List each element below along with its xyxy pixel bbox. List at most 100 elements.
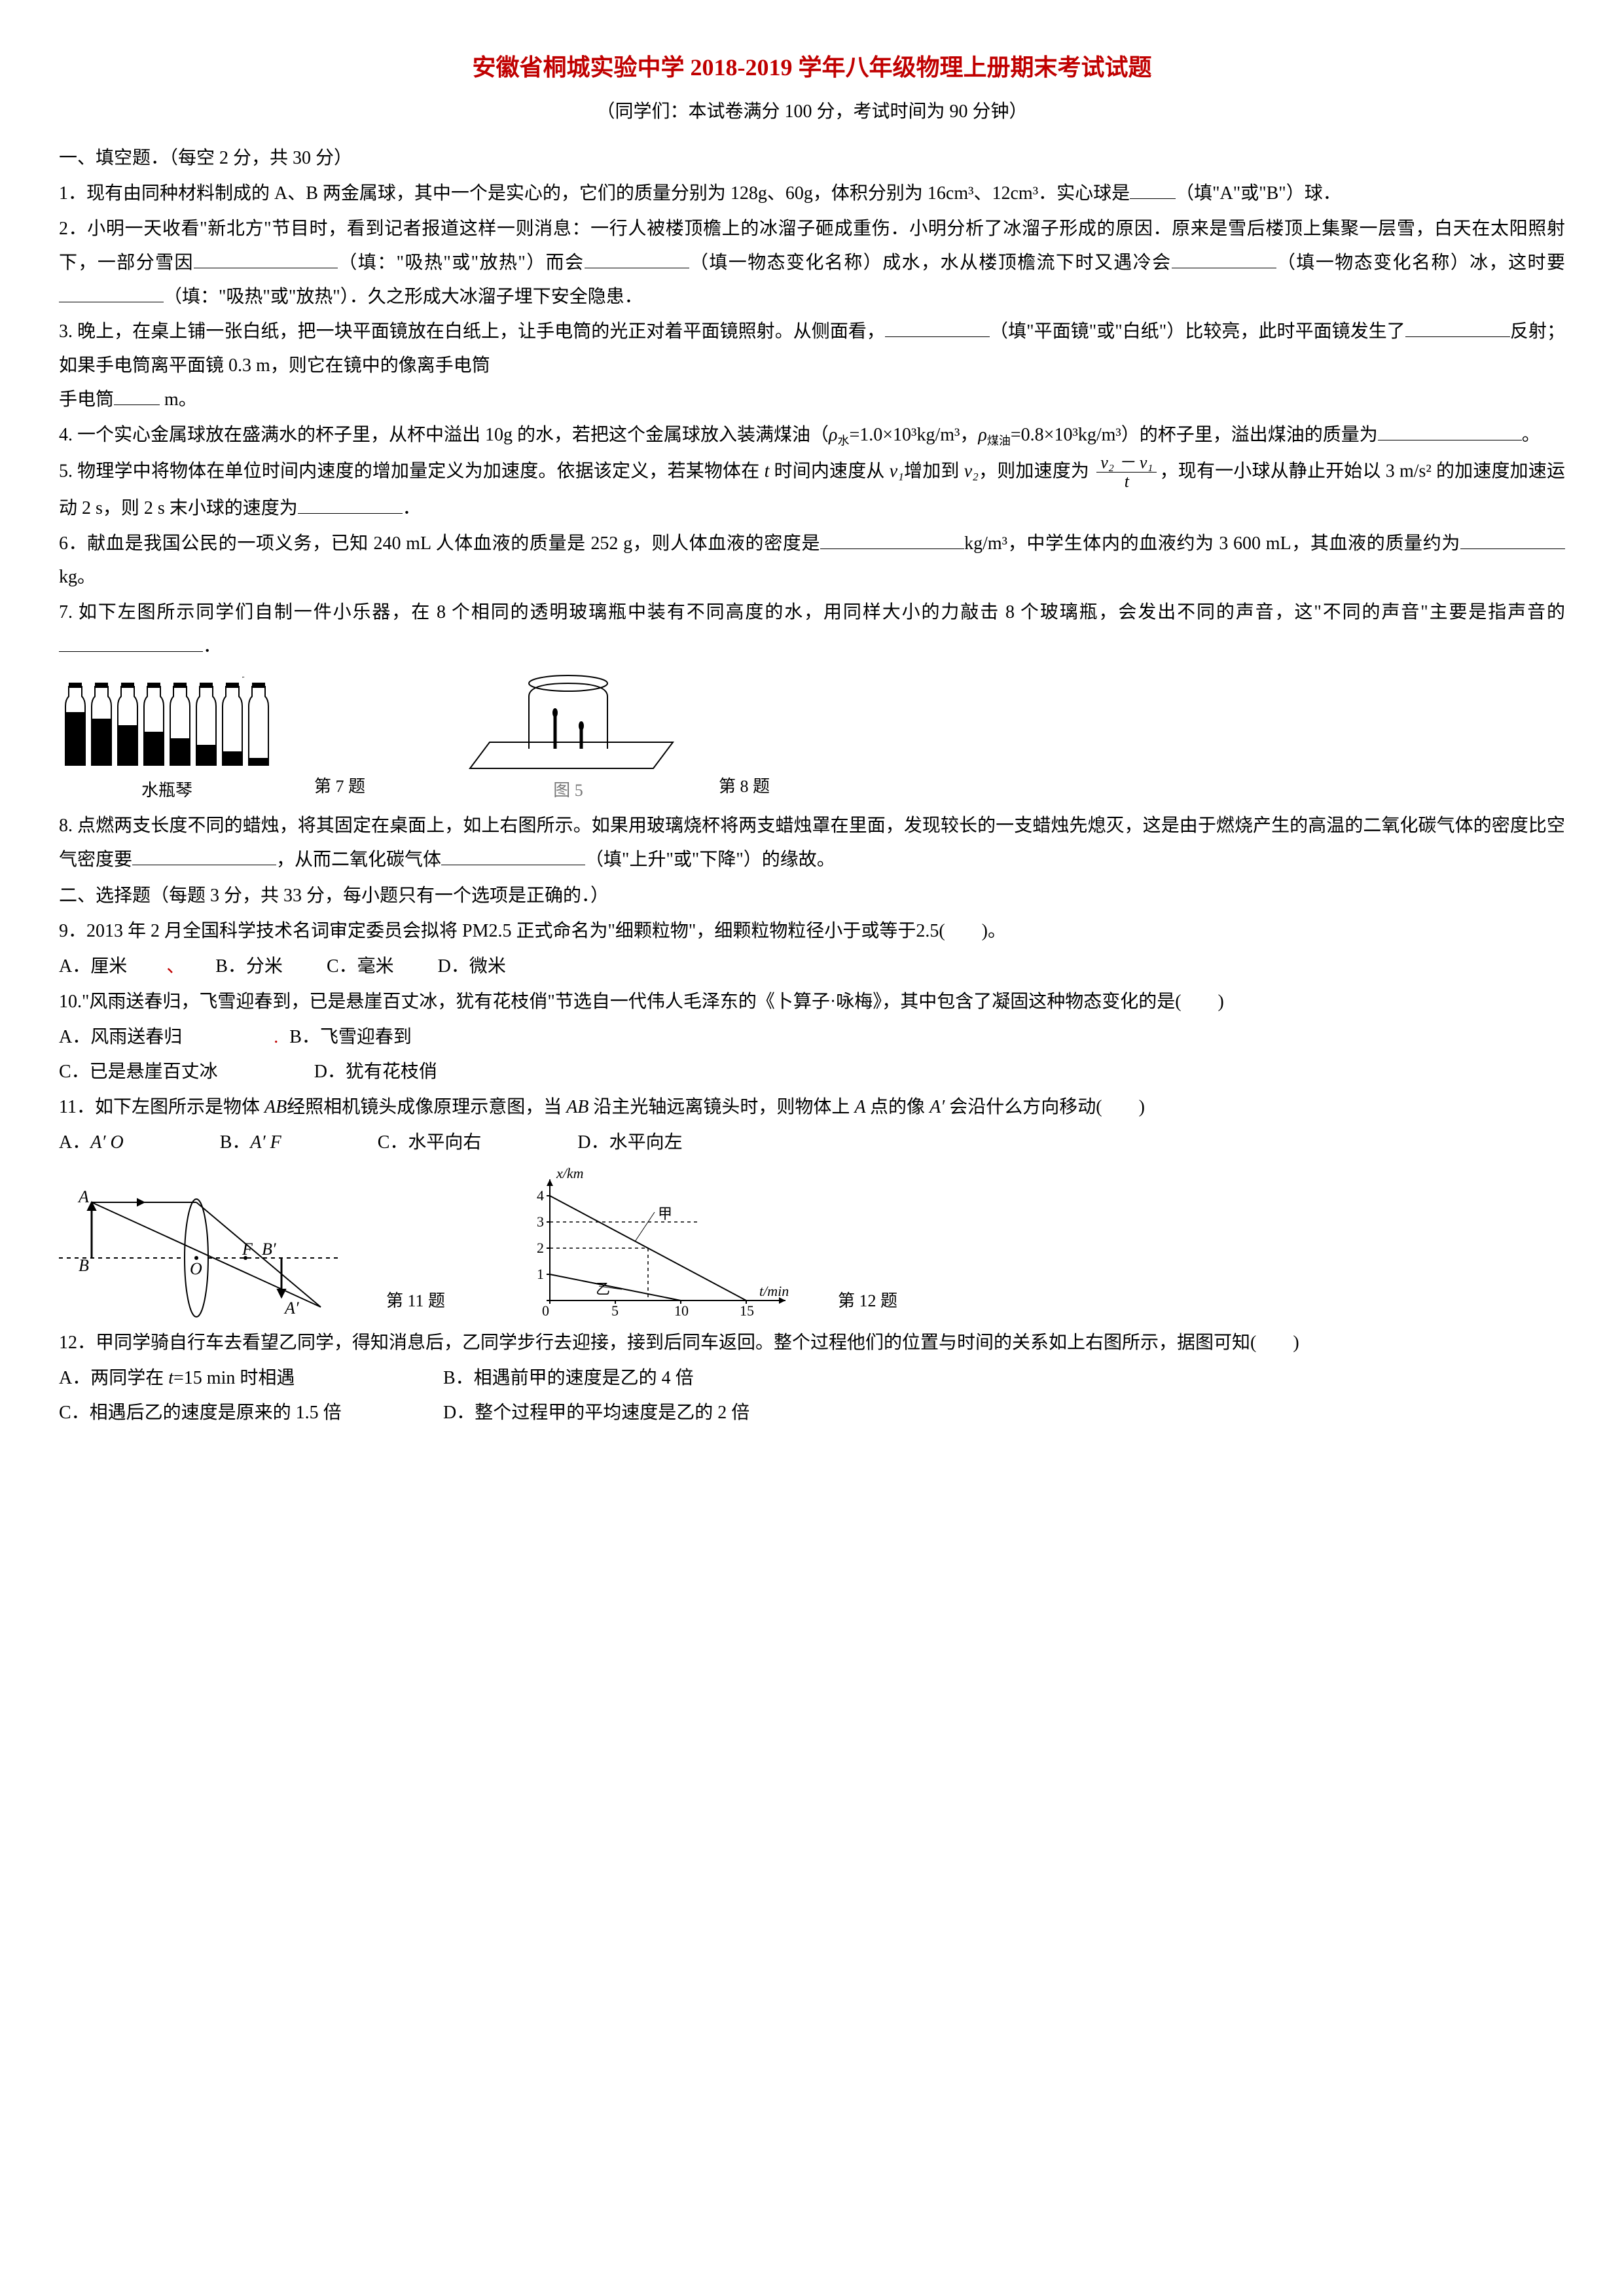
q11-apt: A	[850, 1097, 870, 1117]
q12-opt-a-post: =15 min 时相遇	[173, 1368, 295, 1388]
q12-opt-d[interactable]: D．整个过程甲的平均速度是乙的 2 倍	[443, 1396, 749, 1430]
q11-ab2: AB	[562, 1097, 593, 1117]
q5-b: 时间内速度从	[774, 461, 885, 481]
q4: 4. 一个实心金属球放在盛满水的杯子里，从杯中溢出 10g 的水，若把这个金属球…	[59, 418, 1565, 452]
q12-opt-a[interactable]: A．两同学在 t=15 min 时相遇	[59, 1361, 399, 1395]
fig11-label-A: A	[77, 1187, 89, 1206]
q8-blank2	[441, 846, 585, 865]
q12-opt-c[interactable]: C．相遇后乙的速度是原来的 1.5 倍	[59, 1396, 399, 1430]
lens-diagram-icon: A B O F B′ A′	[59, 1179, 347, 1323]
q2-e: （填："吸热"或"放热"）．久之形成大冰溜子埋下安全隐患．	[164, 287, 643, 307]
fig12-yt3: 3	[537, 1213, 544, 1230]
fig12-yt4: 4	[537, 1187, 544, 1204]
fig11-label-O: O	[190, 1259, 202, 1278]
section-1-header: 一、填空题．（每空 2 分，共 30 分）	[59, 141, 1565, 175]
q10-opt-d[interactable]: D．犹有花枝俏	[314, 1055, 437, 1089]
q5-a: 5. 物理学中将物体在单位时间内速度的增加量定义为加速度。依据该定义，若某物体在	[59, 461, 759, 481]
q11-b: 经照相机镜头成像原理示意图，当	[287, 1097, 562, 1117]
fig12-origin: 0	[542, 1302, 549, 1319]
q5-c: 增加到	[904, 461, 960, 481]
q10-opt-b[interactable]: B．飞雪迎春到	[289, 1020, 412, 1054]
q11-opt-a[interactable]: A．A′ O	[59, 1126, 124, 1160]
q6-a: 6．献血是我国公民的一项义务，已知 240 mL 人体血液的质量是 252 g，…	[59, 533, 820, 554]
q4-rho2-sym: ρ	[978, 425, 986, 445]
dot-mark2: .	[274, 1027, 278, 1047]
fig12-ylabel: x/km	[556, 1166, 584, 1181]
q6-blank1	[820, 530, 964, 549]
exam-subtitle: （同学们：本试卷满分 100 分，考试时间为 90 分钟）	[59, 95, 1565, 129]
q6-blank2	[1460, 530, 1565, 549]
q8-b: ，从而二氧化碳气体	[276, 850, 441, 870]
q9-opt-d[interactable]: D．微米	[438, 950, 506, 984]
fig11-label-Ap: A′	[283, 1299, 299, 1318]
q6: 6．献血是我国公民的一项义务，已知 240 mL 人体血液的质量是 252 g，…	[59, 527, 1565, 595]
q11-ab: AB	[260, 1097, 287, 1117]
q7-blank	[59, 633, 203, 652]
q8-c: （填"上升"或"下降"）的缘故。	[585, 850, 835, 870]
q9-opt-a[interactable]: A．厘米	[59, 950, 127, 984]
q3-a: 3. 晚上，在桌上铺一张白纸，把一块平面镜放在白纸上，让手电筒的光正对着平面镜照…	[59, 321, 885, 342]
bottle-piano-icon	[59, 677, 275, 775]
q12-options-1: A．两同学在 t=15 min 时相遇 B．相遇前甲的速度是乙的 4 倍	[59, 1361, 1565, 1395]
position-time-graph: 1 2 3 4 5 10 15 0 甲 乙 x/km t/min	[511, 1166, 799, 1323]
fig12-xt1: 5	[611, 1302, 619, 1319]
q3-b: （填"平面镜"或"白纸"）比较亮，此时平面镜发生了	[990, 321, 1405, 342]
q2-blank1	[194, 249, 338, 268]
figure-11: A B O F B′ A′	[59, 1179, 347, 1323]
dot-mark: 、	[166, 956, 185, 977]
q9-opt-c[interactable]: C．毫米	[327, 950, 394, 984]
q5-v2: v₂	[960, 461, 979, 481]
q4-a: 4. 一个实心金属球放在盛满水的杯子里，从杯中溢出 10g 的水，若把这个金属球…	[59, 425, 829, 445]
q4-blank	[1378, 422, 1522, 440]
q9-opt-b[interactable]: B．分米	[215, 950, 283, 984]
q4-rho2-sub: 煤油	[987, 434, 1011, 447]
q12-opt-b[interactable]: B．相遇前甲的速度是乙的 4 倍	[443, 1361, 694, 1395]
q2-blank2	[585, 249, 689, 268]
q10-opt-a[interactable]: A．风雨送春归	[59, 1020, 182, 1054]
q6-b: kg/m³，中学生体内的血液约为 3 600 mL，其血液的质量约为	[964, 533, 1460, 554]
q10-opt-c[interactable]: C．已是悬崖百丈冰	[59, 1055, 218, 1089]
q10-options-2: C．已是悬崖百丈冰 D．犹有花枝俏	[59, 1055, 1565, 1089]
figure-12: 1 2 3 4 5 10 15 0 甲 乙 x/km t/min	[511, 1166, 799, 1323]
q11-c: 沿主光轴远离镜头时，则物体上	[593, 1097, 850, 1117]
fig12-yi-label: 乙	[596, 1281, 610, 1297]
q12: 12．甲同学骑自行车去看望乙同学，得知消息后，乙同学步行去迎接，接到后同车返回。…	[59, 1326, 1565, 1360]
q1: 1．现有由同种材料制成的 A、B 两金属球，其中一个是实心的，它们的质量分别为 …	[59, 177, 1565, 211]
q5-fraction: v₂ － v₁ t	[1096, 454, 1157, 492]
q7: 7. 如下左图所示同学们自制一件小乐器，在 8 个相同的透明玻璃瓶中装有不同高度…	[59, 596, 1565, 664]
fig12-yt1: 1	[537, 1266, 544, 1282]
fig11-label-B: B	[79, 1256, 89, 1275]
q6-c: kg。	[59, 567, 96, 587]
q11-options: A．A′ O B．A′ F C．水平向右 D．水平向左	[59, 1126, 1565, 1160]
q11: 11．如下左图所示是物体 AB经照相机镜头成像原理示意图，当 AB 沿主光轴远离…	[59, 1090, 1565, 1124]
figure-row-11-12: A B O F B′ A′ 第 11 题	[59, 1166, 1565, 1323]
q11-opt-b-pre: B．	[220, 1132, 251, 1153]
q2: 2．小明一天收看"新北方"节目时，看到记者报道这样一则消息：一行人被楼顶檐上的冰…	[59, 212, 1565, 314]
fig12-xlabel: t/min	[759, 1283, 789, 1299]
q11-aprime: A′	[925, 1097, 949, 1117]
q3-blank2	[1405, 318, 1510, 337]
q11-opt-b[interactable]: B．A′ F	[220, 1126, 281, 1160]
q5-frac-den: t	[1096, 473, 1157, 492]
q3-d: m。	[160, 389, 197, 410]
q11-opt-a-it: A′ O	[90, 1132, 123, 1153]
q11-opt-c[interactable]: C．水平向右	[378, 1126, 482, 1160]
fig12-jia-label: 甲	[658, 1206, 672, 1222]
q4-rho1-sym: ρ	[829, 425, 837, 445]
q4-rho1-val: =1.0×10³kg/m³，	[849, 425, 978, 445]
q9-options: A．厘米 、 B．分米 C．毫米 D．微米	[59, 950, 1565, 984]
q11-opt-a-pre: A．	[59, 1132, 90, 1153]
section-2-header: 二、选择题（每题 3 分，共 33 分，每小题只有一个选项是正确的．）	[59, 879, 1565, 913]
figure-7: 水瓶琴	[59, 677, 275, 806]
fig7-caption: 第 7 题	[314, 771, 365, 802]
q8-blank1	[132, 846, 276, 865]
q11-d: 点的像	[870, 1097, 925, 1117]
fig11-caption: 第 11 题	[386, 1285, 445, 1317]
q3-blank3	[114, 386, 160, 405]
q11-opt-d[interactable]: D．水平向左	[577, 1126, 682, 1160]
fig7-bottle-label: 水瓶琴	[141, 775, 192, 806]
q11-opt-b-it: A′ F	[250, 1132, 281, 1153]
fig12-yt2: 2	[537, 1240, 544, 1256]
fig11-label-F: F	[242, 1240, 253, 1259]
q7-b: ．	[203, 636, 221, 656]
